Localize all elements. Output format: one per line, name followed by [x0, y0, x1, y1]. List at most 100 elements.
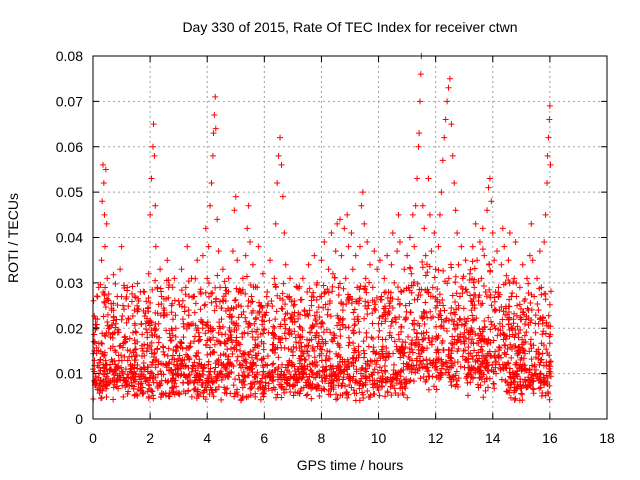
scatter-point-bg [269, 347, 276, 354]
scatter-point-bg [207, 337, 214, 344]
scatter-point-bg [274, 391, 281, 398]
scatter-point [429, 284, 436, 291]
scatter-point-bg [483, 293, 490, 300]
scatter-point-bg [143, 326, 150, 333]
scatter-point [462, 257, 469, 264]
scatter-point [442, 116, 449, 123]
scatter-point [414, 175, 421, 182]
scatter-point-bg [544, 322, 551, 329]
scatter-point-bg [373, 294, 380, 301]
scatter-point-bg [333, 350, 340, 357]
scatter-point-bg [452, 273, 459, 280]
scatter-point-bg [537, 371, 544, 378]
scatter-point [319, 320, 326, 327]
scatter-point-bg [452, 279, 459, 286]
scatter-point-bg [309, 384, 316, 391]
scatter-point-bg [247, 385, 254, 392]
scatter-point-bg [174, 371, 181, 378]
scatter-point-bg [197, 306, 204, 313]
scatter-point-bg [427, 308, 434, 315]
scatter-point [424, 288, 431, 295]
scatter-point-bg [543, 346, 550, 353]
scatter-point-bg [319, 336, 326, 343]
scatter-point [341, 225, 348, 232]
scatter-point [255, 243, 262, 250]
scatter-point-bg [278, 385, 285, 392]
scatter-point-bg [511, 396, 518, 403]
scatter-point-bg [364, 388, 371, 395]
scatter-point-bg [481, 357, 488, 364]
scatter-point-bg [182, 291, 189, 298]
scatter-point-bg [156, 381, 163, 388]
scatter-point [192, 352, 199, 359]
scatter-point-bg [257, 331, 264, 338]
scatter-point [329, 270, 336, 277]
scatter-point [488, 198, 495, 205]
scatter-point-bg [521, 321, 528, 328]
scatter-point-bg [379, 350, 386, 357]
scatter-point [448, 121, 455, 128]
scatter-point [229, 248, 236, 255]
scatter-point [168, 302, 175, 309]
scatter-point [327, 298, 334, 305]
scatter-point-bg [227, 390, 234, 397]
scatter-point-bg [469, 353, 476, 360]
scatter-point-bg [240, 357, 247, 364]
scatter-point-bg [264, 302, 271, 309]
scatter-point [394, 248, 401, 255]
scatter-point-bg [346, 297, 353, 304]
scatter-point-bg [299, 374, 306, 381]
scatter-point-bg [158, 371, 165, 378]
scatter-point-bg [323, 366, 330, 373]
scatter-point-bg [148, 339, 155, 346]
scatter-point-bg [155, 358, 162, 365]
scatter-point-bg [236, 362, 243, 369]
scatter-point [475, 298, 482, 305]
scatter-point-bg [506, 387, 513, 394]
scatter-point-bg [260, 368, 267, 375]
scatter-point [288, 316, 295, 323]
scatter-point-bg [249, 328, 256, 335]
scatter-point-bg [146, 382, 153, 389]
scatter-point [155, 320, 162, 327]
scatter-point-bg [534, 300, 541, 307]
scatter-point-bg [437, 323, 444, 330]
scatter-point-bg [452, 325, 459, 332]
scatter-point-bg [331, 274, 338, 281]
scatter-point-bg [356, 329, 363, 336]
scatter-point [222, 298, 229, 305]
scatter-point [98, 257, 105, 264]
scatter-point-bg [462, 347, 469, 354]
scatter-point-bg [274, 292, 281, 299]
scatter-point-bg [357, 370, 364, 377]
scatter-point-bg [477, 346, 484, 353]
scatter-point [244, 225, 251, 232]
scatter-point-bg [424, 368, 431, 375]
scatter-point-bg [313, 309, 320, 316]
scatter-point-bg [523, 313, 530, 320]
scatter-point-bg [335, 351, 342, 358]
scatter-point-bg [371, 366, 378, 373]
scatter-point-bg [306, 285, 313, 292]
scatter-point-bg [221, 278, 228, 285]
x-tick-label: 2 [146, 430, 154, 446]
scatter-point-bg [333, 377, 340, 384]
scatter-point-bg [496, 347, 503, 354]
scatter-point [237, 347, 244, 354]
scatter-point-bg [185, 387, 192, 394]
y-tick-label: 0.04 [56, 230, 83, 246]
scatter-point [215, 248, 222, 255]
scatter-point-bg [104, 318, 111, 325]
y-tick-label: 0.01 [56, 366, 83, 382]
scatter-point [188, 275, 195, 282]
scatter-point [109, 343, 116, 350]
scatter-point-bg [501, 341, 508, 348]
scatter-point-bg [355, 318, 362, 325]
scatter-point-bg [409, 337, 416, 344]
scatter-point [438, 189, 445, 196]
scatter-point-bg [297, 296, 304, 303]
scatter-point-bg [282, 325, 289, 332]
scatter-point [342, 275, 349, 282]
scatter-point-bg [192, 300, 199, 307]
scatter-point-bg [532, 312, 539, 319]
